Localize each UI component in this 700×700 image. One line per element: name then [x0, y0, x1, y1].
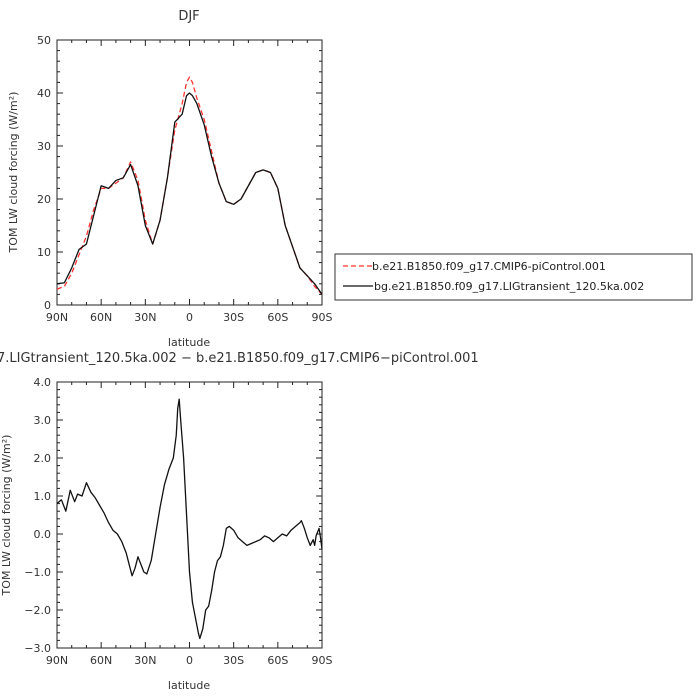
- bottom-x-tick-label: 90S: [312, 654, 333, 667]
- bottom-y-axis-title: TOM LW cloud forcing (W/m²): [0, 435, 13, 597]
- bottom-x-tick-label: 0: [186, 654, 193, 667]
- top-x-axis-title: latitude: [168, 336, 210, 349]
- bottom-y-tick-label: 0.0: [34, 528, 52, 541]
- top-y-tick-label: 20: [37, 193, 51, 206]
- top-series-line-1: [56, 92, 323, 295]
- top-x-tick-label: 90S: [312, 311, 333, 324]
- top-y-tick-label: 40: [37, 87, 51, 100]
- bottom-chart-title: bg.e21.B1850.f09_g17.LIGtransient_120.5k…: [0, 351, 479, 366]
- bottom-axis-ticks: 90N 60N 30N 0 30S 60S 90S −3.0 −2.0 −1.0 0.0 1.0 2.0…: [24, 376, 332, 667]
- bottom-x-tick-label: 60N: [90, 654, 112, 667]
- bottom-plot-frame: [56, 381, 323, 649]
- bottom-y-tick-label: 1.0: [34, 490, 52, 503]
- legend-box: [334, 253, 693, 301]
- top-y-tick-label: 30: [37, 140, 51, 153]
- legend-label-transient: bg.e21.B1850.f09_g17.LIGtransient_120.5k…: [374, 280, 644, 293]
- top-y-tick-label: 10: [37, 246, 51, 259]
- top-y-tick-label: 50: [37, 34, 51, 47]
- top-x-tick-label: 30N: [134, 311, 156, 324]
- top-y-tick-label: 0: [44, 299, 51, 312]
- top-x-tick-label: 60N: [90, 311, 112, 324]
- top-plot-frame: [56, 39, 323, 306]
- top-x-tick-label: 60S: [267, 311, 288, 324]
- top-panel: DJF 90N 60N 30N 0 30S 60S 90S 0 10 20 30 40 50 latit…: [7, 9, 333, 349]
- top-y-axis-title: TOM LW cloud forcing (W/m²): [7, 92, 20, 254]
- bottom-y-tick-label: −2.0: [24, 604, 51, 617]
- bottom-y-tick-label: 3.0: [34, 414, 52, 427]
- bottom-x-axis-title: latitude: [168, 679, 210, 692]
- bottom-y-tick-label: 4.0: [34, 376, 52, 389]
- bottom-x-tick-label: 90N: [46, 654, 68, 667]
- bottom-x-tick-label: 60S: [267, 654, 288, 667]
- bottom-x-tick-label: 30N: [134, 654, 156, 667]
- bottom-x-tick-label: 30S: [223, 654, 244, 667]
- legend-label-control: b.e21.B1850.f09_g17.CMIP6-piControl.001: [372, 260, 606, 273]
- bottom-y-tick-label: 2.0: [34, 452, 52, 465]
- bottom-y-tick-label: −3.0: [24, 642, 51, 655]
- top-x-tick-label: 30S: [223, 311, 244, 324]
- top-axis-ticks: 90N 60N 30N 0 30S 60S 90S 0 10 20 30 40 50: [37, 34, 333, 324]
- top-series-group: [56, 76, 323, 295]
- bottom-panel: bg.e21.B1850.f09_g17.LIGtransient_120.5k…: [0, 351, 479, 692]
- top-series-line-0: [56, 76, 323, 295]
- top-x-tick-label: 0: [186, 311, 193, 324]
- legend: b.e21.B1850.f09_g17.CMIP6-piControl.001 …: [334, 253, 693, 301]
- top-x-tick-label: 90N: [46, 311, 68, 324]
- bottom-series-group: [56, 398, 323, 640]
- bottom-series-line-0: [56, 398, 323, 640]
- top-chart-title: DJF: [178, 9, 199, 24]
- bottom-y-tick-label: −1.0: [24, 566, 51, 579]
